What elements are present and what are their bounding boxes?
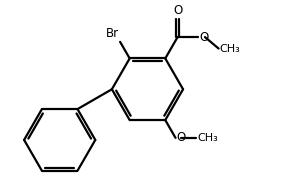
Text: CH₃: CH₃	[197, 133, 218, 143]
Text: O: O	[177, 131, 186, 144]
Text: O: O	[173, 4, 182, 17]
Text: O: O	[199, 31, 208, 44]
Text: Br: Br	[106, 28, 119, 41]
Text: CH₃: CH₃	[220, 43, 240, 54]
